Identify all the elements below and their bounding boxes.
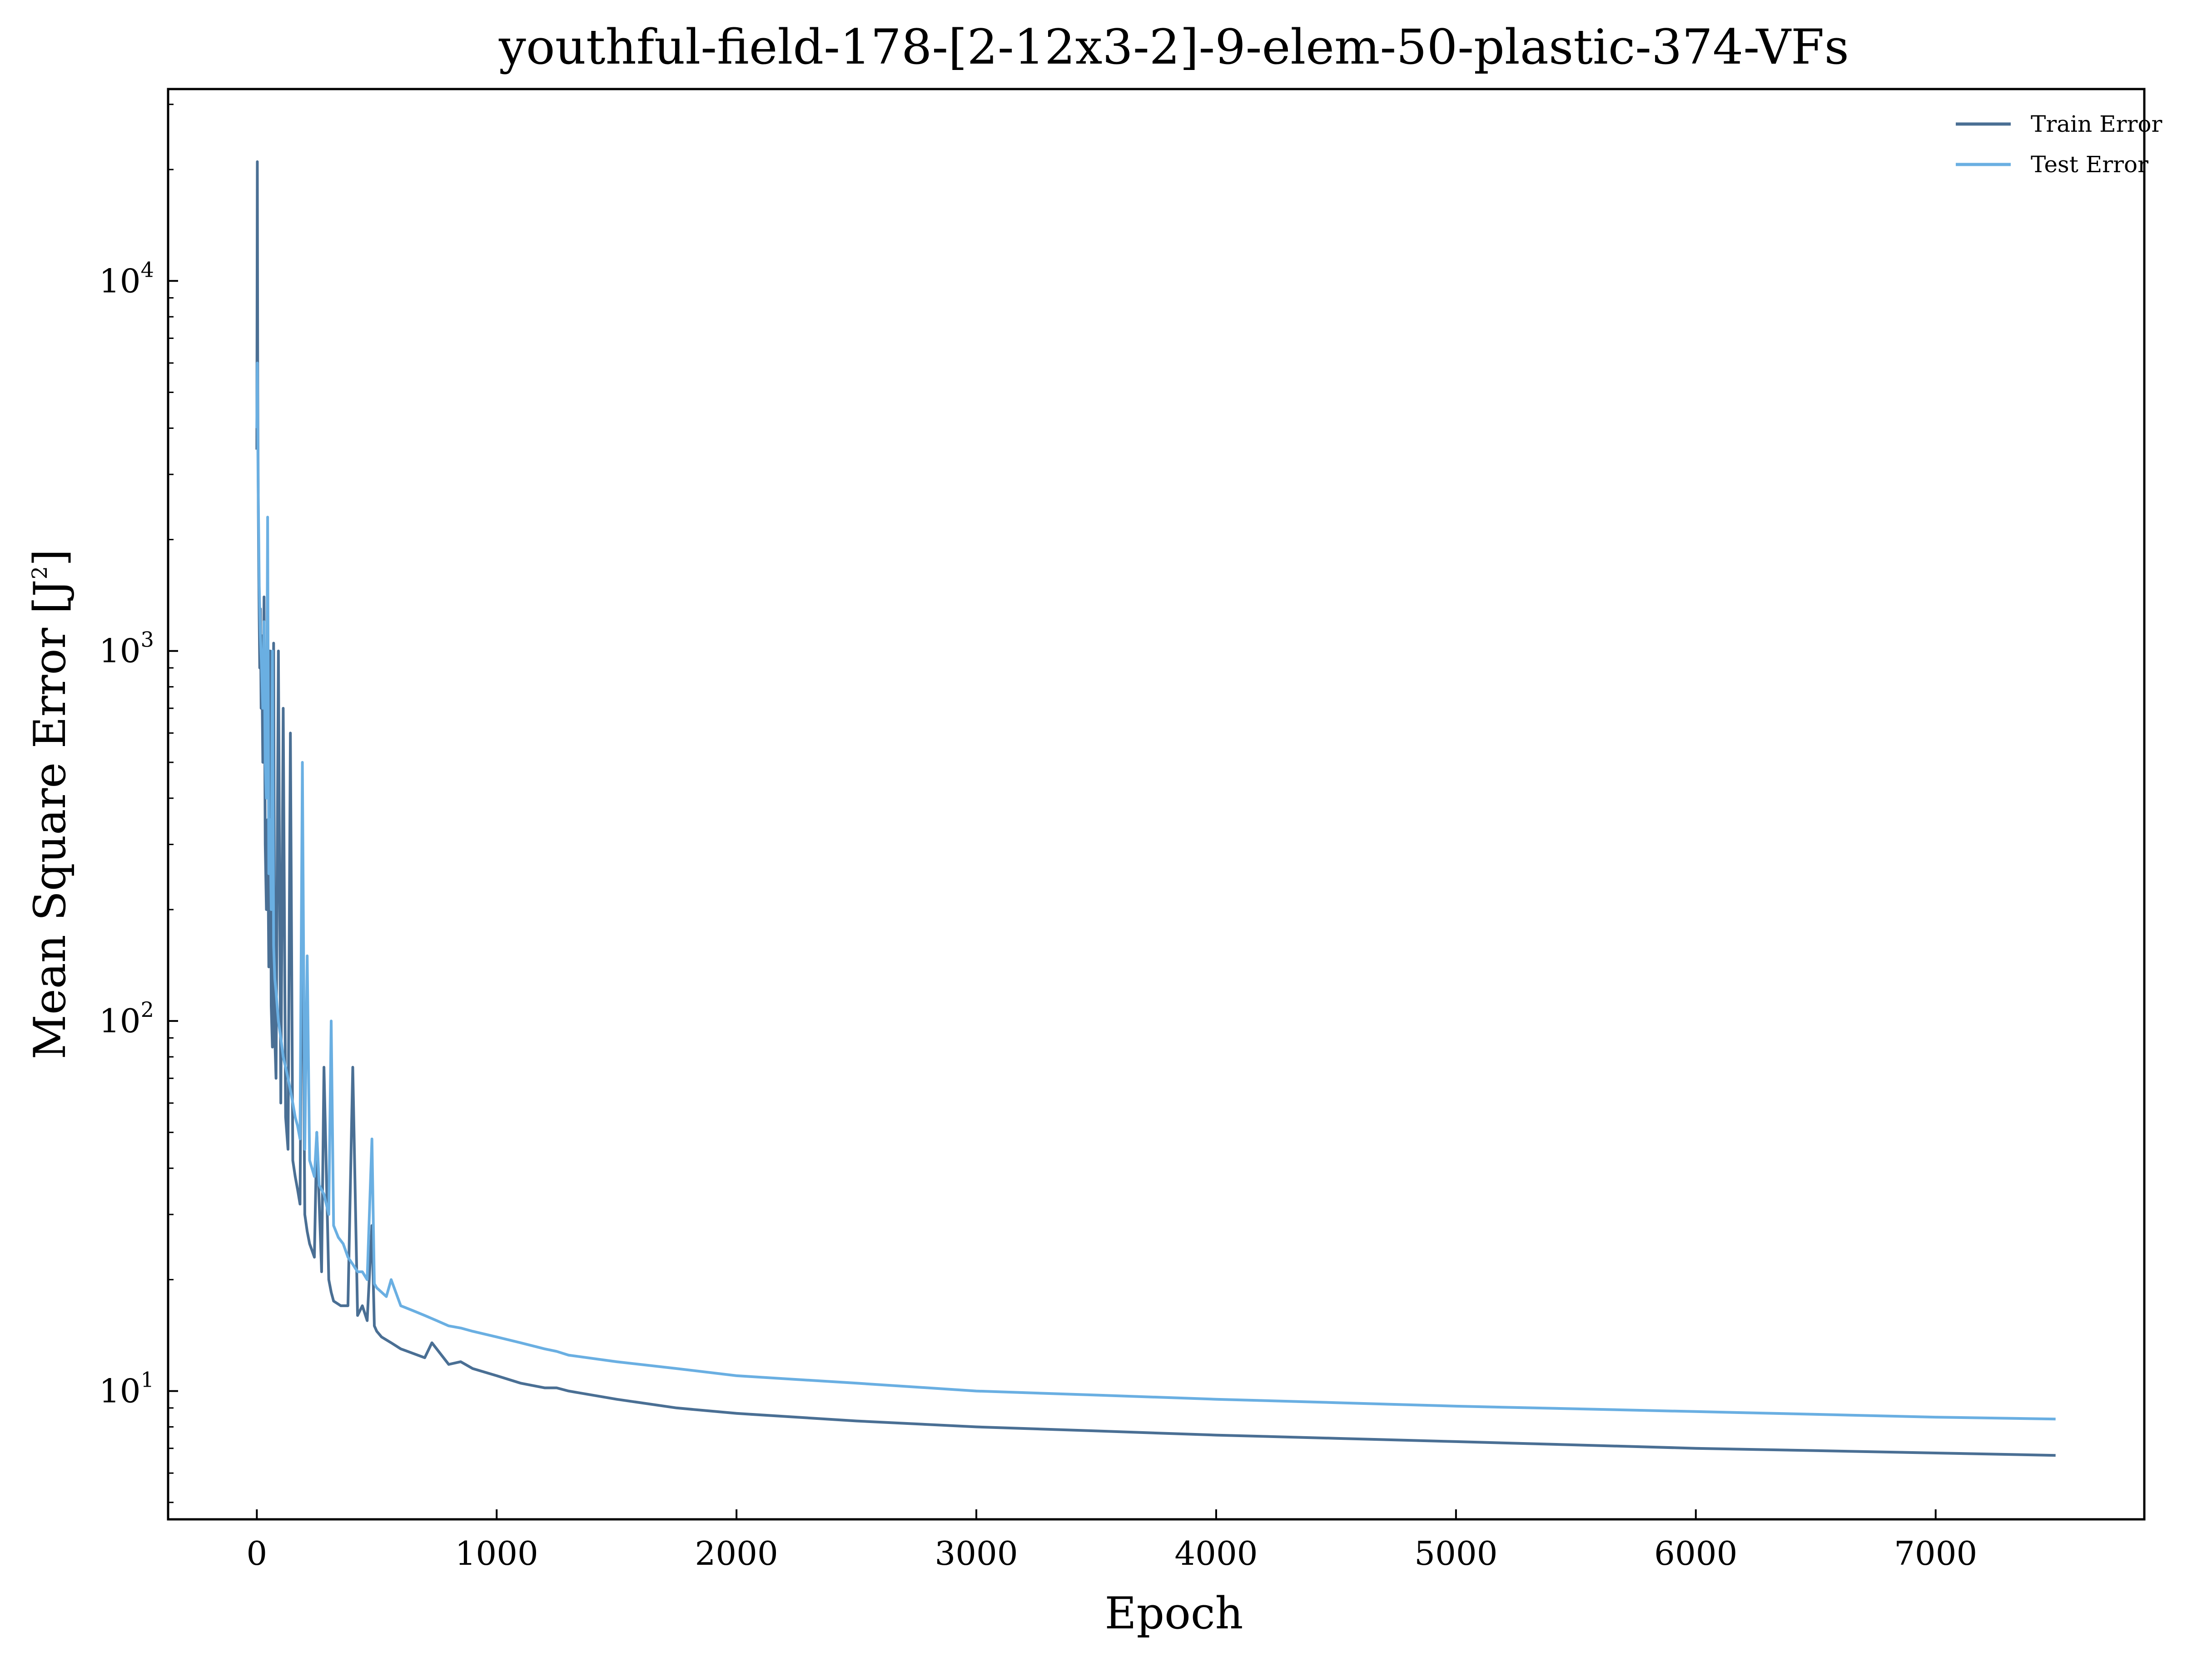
x-tick-label: 0 bbox=[246, 1534, 267, 1572]
legend-label-train: Train Error bbox=[2031, 111, 2162, 137]
x-tick-label: 2000 bbox=[695, 1534, 778, 1572]
x-tick-label: 3000 bbox=[935, 1534, 1018, 1572]
y-tick-label: 101 bbox=[99, 1368, 154, 1410]
series-line-test bbox=[255, 362, 2056, 1421]
y-axis-label: Mean Square Error [J2] bbox=[25, 549, 75, 1060]
y-axis-ticks: 101 102 103 104 bbox=[99, 257, 178, 1410]
series-line-train bbox=[255, 160, 2056, 1457]
x-tick-label: 7000 bbox=[1894, 1534, 1977, 1572]
x-tick-label: 4000 bbox=[1174, 1534, 1258, 1572]
x-axis-ticks: 0 1000 2000 3000 4000 5000 6000 7000 bbox=[246, 1509, 1977, 1572]
y-tick-label: 104 bbox=[99, 257, 154, 300]
y-axis-minor-ticks bbox=[168, 104, 174, 1503]
x-axis-label: Epoch bbox=[1105, 1588, 1243, 1639]
y-axis-label-main: Mean Square Error [J bbox=[25, 579, 75, 1059]
chart-title: youthful-field-178-[2-12x3-2]-9-elem-50-… bbox=[498, 19, 1849, 75]
legend: Train Error Test Error bbox=[1956, 111, 2162, 178]
legend-label-test: Test Error bbox=[2031, 151, 2148, 178]
y-axis-label-close: ] bbox=[25, 549, 75, 566]
y-tick-label: 102 bbox=[99, 997, 154, 1040]
y-axis-label-superscript: 2 bbox=[27, 566, 52, 579]
x-tick-label: 5000 bbox=[1414, 1534, 1497, 1572]
x-tick-label: 1000 bbox=[455, 1534, 538, 1572]
y-tick-label: 103 bbox=[99, 627, 154, 670]
plot-frame bbox=[167, 88, 2146, 1521]
plot-lines bbox=[255, 160, 2056, 1457]
x-tick-label: 6000 bbox=[1654, 1534, 1737, 1572]
